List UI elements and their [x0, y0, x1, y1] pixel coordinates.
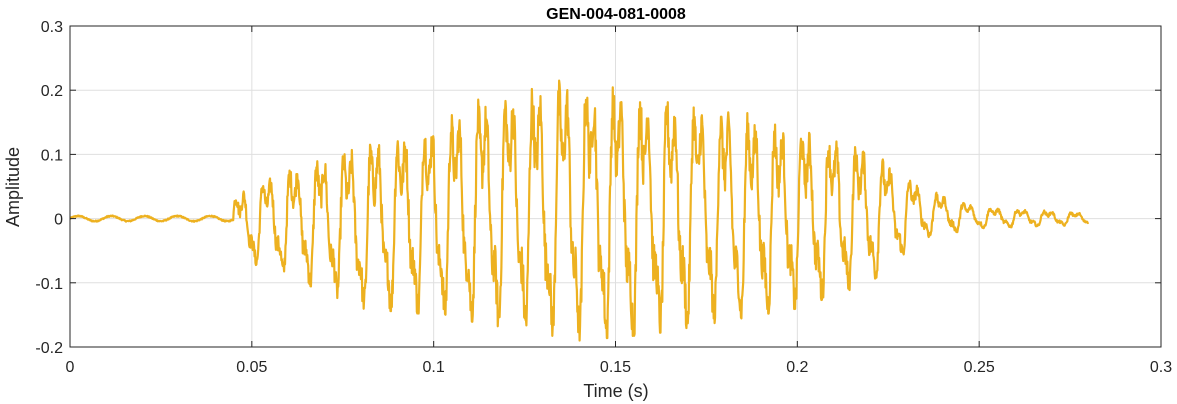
y-tick-label: -0.2 [35, 340, 63, 357]
x-tick-label: 0.2 [786, 359, 808, 376]
waveform-series-line [69, 79, 1090, 342]
x-tick-label: 0.05 [236, 359, 267, 376]
x-tick-label: 0.3 [1150, 359, 1172, 376]
y-axis-label: Amplitude [3, 147, 23, 227]
y-tick-label: 0 [54, 212, 63, 229]
x-axis-label: Time (s) [583, 381, 648, 401]
x-tick-label: 0.1 [423, 359, 445, 376]
chart-title: GEN-004-081-0008 [546, 6, 686, 23]
x-axis-ticks: 0 0.05 0.1 0.15 0.2 0.25 0.3 [66, 26, 1172, 376]
y-tick-label: -0.1 [35, 276, 63, 293]
series-layer [69, 79, 1090, 342]
y-axis-ticks: -0.2 -0.1 0 0.1 0.2 0.3 [35, 19, 1161, 357]
x-tick-label: 0 [66, 359, 75, 376]
x-tick-label: 0.25 [964, 359, 995, 376]
y-tick-label: 0.2 [41, 83, 63, 100]
y-tick-label: 0.1 [41, 147, 63, 164]
x-tick-label: 0.15 [600, 359, 631, 376]
y-tick-label: 0.3 [41, 19, 63, 36]
